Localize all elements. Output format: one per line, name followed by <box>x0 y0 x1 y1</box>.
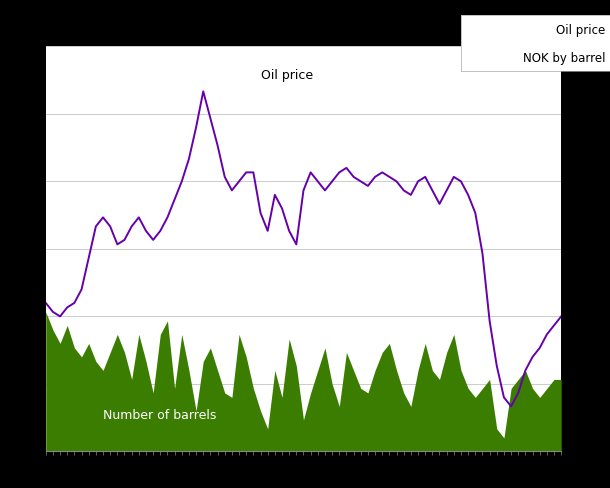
Text: Oil price: Oil price <box>260 69 313 82</box>
Text: NOK by barrel: NOK by barrel <box>523 52 606 65</box>
Text: Oil price: Oil price <box>556 24 606 37</box>
Text: Number of barrels: Number of barrels <box>103 409 217 422</box>
